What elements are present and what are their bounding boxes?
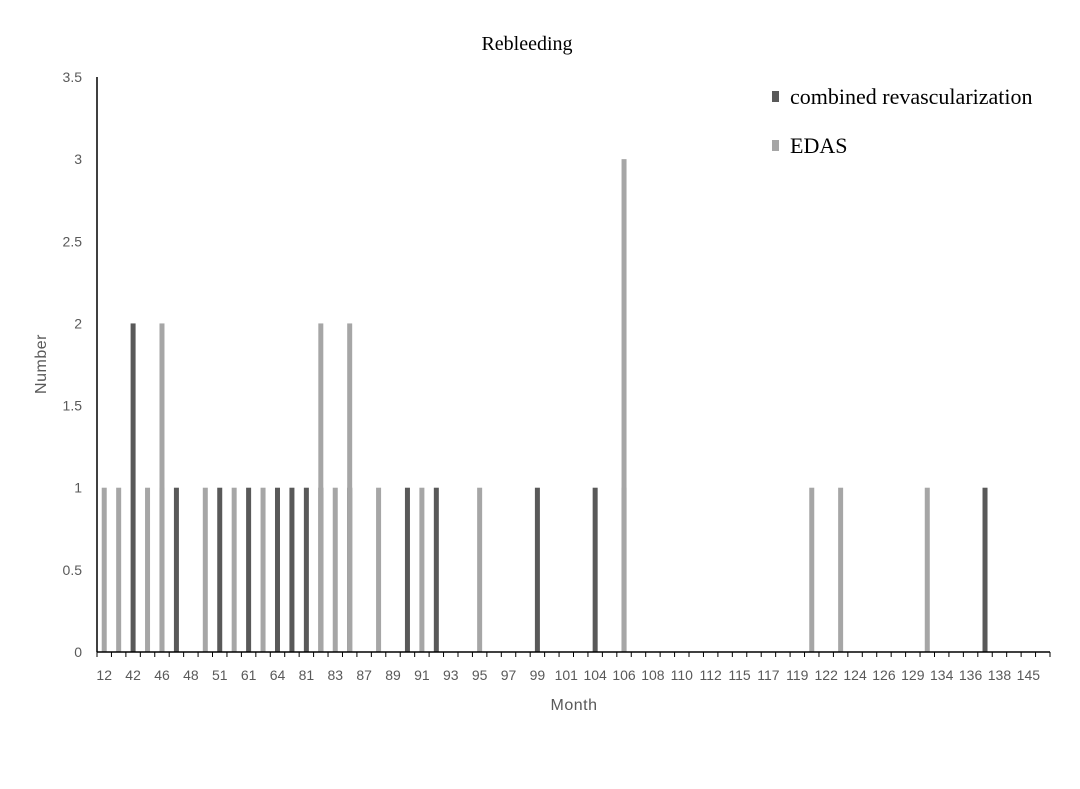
x-tick-label: 119 [786, 667, 809, 683]
y-tick-label: 1.5 [63, 398, 83, 414]
x-tick-labels: 12 42 46 48 51 61 64 81 83 87 89 91 93 95 97 99 101 104 10… [96, 667, 1040, 683]
x-axis-label: Month [551, 697, 598, 714]
x-tick-label: 97 [501, 667, 517, 683]
x-tick-label: 117 [757, 667, 780, 683]
bar-edas-14 [809, 487, 815, 652]
bar-edas-1 [116, 487, 122, 652]
bar-combined-10 [404, 487, 410, 652]
y-axis-label: Number [33, 334, 50, 394]
legend: combined revascularization EDAS [772, 84, 1033, 158]
bar-edas-15 [838, 487, 844, 652]
x-tick-label: 95 [472, 667, 488, 683]
bar-edas-0 [101, 487, 107, 652]
x-tick-label: 81 [299, 667, 315, 683]
y-tick-label: 3 [74, 151, 82, 167]
legend-label-combined: combined revascularization [790, 84, 1033, 109]
bar-combined-11 [433, 487, 439, 652]
x-tick-label: 112 [700, 667, 723, 683]
x-tick-label: 126 [872, 667, 896, 683]
x-tick-label: 129 [901, 667, 925, 683]
x-tick-label: 136 [959, 667, 983, 683]
bar-combined-6 [289, 487, 295, 652]
y-tick-label: 1 [74, 480, 82, 496]
x-tick-label: 48 [183, 667, 199, 683]
bar-edas-4 [202, 487, 208, 652]
chart-title: Rebleeding [481, 33, 572, 55]
bar-combined-2 [173, 487, 179, 652]
y-tick-label: 2.5 [63, 233, 83, 249]
bar-edas-8 [332, 487, 338, 652]
bar-edas-2 [145, 487, 151, 652]
y-tick-label: 0 [74, 644, 82, 660]
x-tick-label: 87 [356, 667, 372, 683]
x-tick-label: 106 [612, 667, 636, 683]
y-tick-labels: 0 0.5 1 1.5 2 2.5 3 3.5 [63, 69, 83, 660]
x-tick-label: 42 [125, 667, 141, 683]
x-tick-label: 89 [385, 667, 401, 683]
bar-edas-6 [260, 487, 266, 652]
x-tick-label: 134 [930, 667, 954, 683]
bar-edas-9 [347, 323, 353, 652]
bar-combined-0 [130, 323, 136, 652]
x-tick-label: 124 [843, 667, 867, 683]
bar-edas-11 [419, 487, 425, 652]
bar-edas-5 [231, 487, 237, 652]
x-tick-label: 93 [443, 667, 459, 683]
bar-combined-3 [217, 487, 223, 652]
x-tick-label: 91 [414, 667, 430, 683]
x-tick-label: 46 [154, 667, 170, 683]
x-tick-label: 101 [555, 667, 579, 683]
x-tick-label: 122 [815, 667, 839, 683]
x-tick-label: 64 [270, 667, 286, 683]
bar-edas-10 [376, 487, 382, 652]
x-tick-label: 99 [530, 667, 546, 683]
bar-combined-5 [274, 487, 280, 652]
legend-swatch-combined [772, 91, 779, 102]
bar-edas-16 [924, 487, 930, 652]
bar-combined-15 [982, 487, 988, 652]
bar-edas-13 [621, 159, 627, 652]
bar-edas-3 [159, 323, 165, 652]
bars [101, 159, 988, 652]
x-tick-label: 145 [1017, 667, 1041, 683]
x-tick-label: 61 [241, 667, 257, 683]
x-tick-label: 104 [583, 667, 607, 683]
x-tick-label: 12 [96, 667, 112, 683]
bar-edas-7 [318, 323, 324, 652]
y-tick-label: 2 [74, 315, 82, 331]
y-tick-label: 0.5 [63, 562, 83, 578]
x-tick-label: 108 [641, 667, 665, 683]
x-tick-label: 138 [988, 667, 1012, 683]
x-axis [96, 651, 1051, 657]
x-tick-label: 110 [671, 667, 694, 683]
x-tick-label: 83 [327, 667, 343, 683]
bar-combined-12 [534, 487, 540, 652]
y-tick-label: 3.5 [63, 69, 83, 85]
legend-label-edas: EDAS [790, 133, 847, 158]
legend-swatch-edas [772, 140, 779, 151]
x-tick-label: 51 [212, 667, 228, 683]
bar-combined-4 [246, 487, 252, 652]
x-tick-label: 115 [728, 667, 751, 683]
bar-edas-12 [477, 487, 483, 652]
bar-combined-7 [303, 487, 309, 652]
bar-combined-13 [592, 487, 598, 652]
